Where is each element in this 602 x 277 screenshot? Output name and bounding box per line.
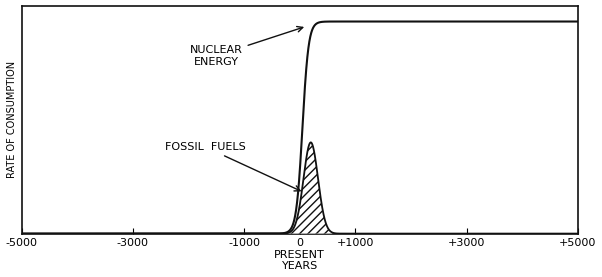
Text: NUCLEAR
ENERGY: NUCLEAR ENERGY bbox=[190, 27, 303, 66]
Y-axis label: RATE OF CONSUMPTION: RATE OF CONSUMPTION bbox=[7, 61, 17, 178]
X-axis label: PRESENT
YEARS: PRESENT YEARS bbox=[275, 250, 325, 271]
Text: FOSSIL  FUELS: FOSSIL FUELS bbox=[165, 142, 300, 191]
